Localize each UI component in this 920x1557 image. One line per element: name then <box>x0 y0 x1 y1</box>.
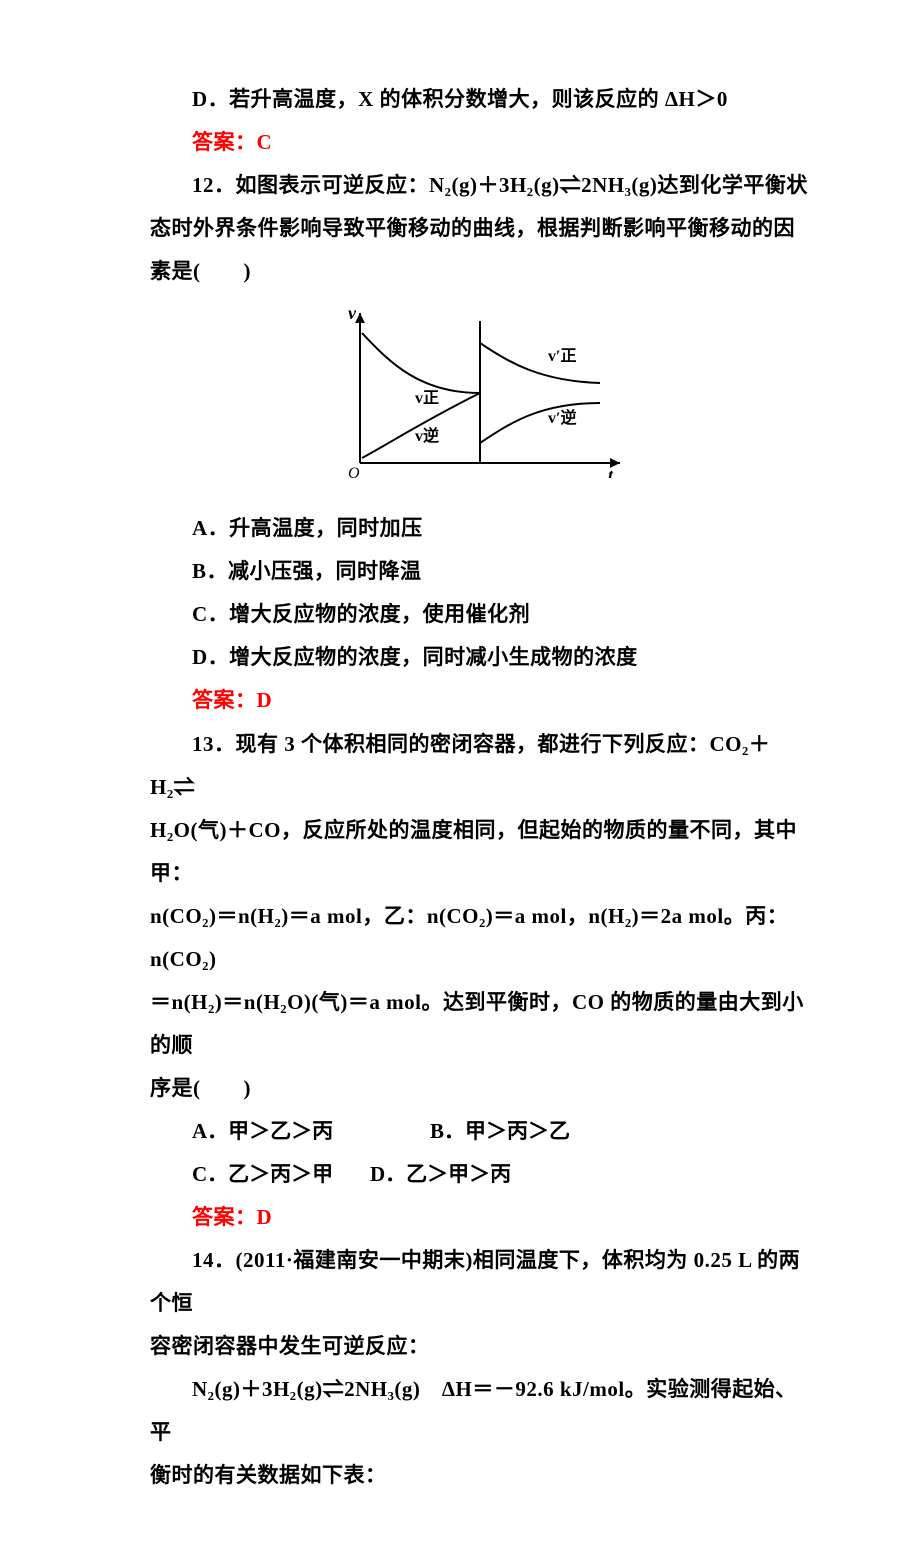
phase1-forward-curve <box>362 333 480 393</box>
y-axis-label: v <box>348 303 357 323</box>
q13-answer: 答案：D <box>150 1196 810 1239</box>
answer-label: 答案： <box>192 1205 257 1229</box>
q13-stem-l5: 序是( ) <box>150 1067 810 1110</box>
answer-value: D <box>257 688 273 712</box>
q11-answer: 答案：C <box>150 121 810 164</box>
phase1-forward-label: v正 <box>415 390 439 407</box>
q14-stem-l3: N₂(g)＋3H₂(g)⇌2NH₃(g) ΔH＝－92.6 kJ/mol。实验测… <box>150 1368 810 1454</box>
y-axis-arrow <box>355 313 365 323</box>
q12-option-b: B．减小压强，同时降温 <box>150 550 810 593</box>
answer-value: C <box>257 130 273 154</box>
q14-stem-l2: 容密闭容器中发生可逆反应： <box>150 1325 810 1368</box>
q13-stem-l3: n(CO₂)＝n(H₂)＝a mol，乙：n(CO₂)＝a mol，n(H₂)＝… <box>150 895 810 981</box>
answer-value: D <box>257 1205 273 1229</box>
q12-option-a: A．升高温度，同时加压 <box>150 507 810 550</box>
q11-option-d: D．若升高温度，X 的体积分数增大，则该反应的 ΔH＞0 <box>150 78 810 121</box>
phase1-reverse-label: v逆 <box>415 426 439 445</box>
q12-stem: 12．如图表示可逆反应：N₂(g)＋3H₂(g)⇌2NH₃(g)达到化学平衡状态… <box>150 164 810 293</box>
q13-option-b: B．甲＞丙＞乙 <box>430 1110 670 1153</box>
q12-option-d: D．增大反应物的浓度，同时减小生成物的浓度 <box>150 636 810 679</box>
q12-answer: 答案：D <box>150 679 810 722</box>
q13-stem-l4: ＝n(H₂)＝n(H₂O)(气)＝a mol。达到平衡时，CO 的物质的量由大到… <box>150 981 810 1067</box>
phase2-reverse-curve <box>480 403 600 443</box>
q13-options-row1: A．甲＞乙＞丙 B．甲＞丙＞乙 <box>150 1110 810 1153</box>
q13-option-c: C．乙＞丙＞甲 <box>150 1153 370 1196</box>
q12-option-c: C．增大反应物的浓度，使用催化剂 <box>150 593 810 636</box>
x-axis-label: t <box>608 465 614 478</box>
answer-label: 答案： <box>192 688 257 712</box>
q13-stem-l1: 13．现有 3 个体积相同的密闭容器，都进行下列反应：CO₂＋H₂⇌ <box>150 723 810 809</box>
rate-vs-time-diagram: v t O v正 v逆 v′正 v′逆 <box>330 303 630 478</box>
q14-stem-l1: 14．(2011·福建南安一中期末)相同温度下，体积均为 0.25 L 的两个恒 <box>150 1239 810 1325</box>
phase2-forward-label: v′正 <box>548 348 577 365</box>
phase2-forward-curve <box>480 343 600 383</box>
answer-label: 答案： <box>192 130 257 154</box>
q14-stem-l4: 衡时的有关数据如下表： <box>150 1454 810 1497</box>
q13-options-row2: C．乙＞丙＞甲 D．乙＞甲＞丙 <box>150 1153 810 1196</box>
phase2-reverse-label: v′逆 <box>548 408 577 427</box>
q13-option-a: A．甲＞乙＞丙 <box>150 1110 430 1153</box>
q13-stem-l2: H₂O(气)＋CO，反应所处的温度相同，但起始的物质的量不同，其中甲： <box>150 809 810 895</box>
origin-label: O <box>348 465 360 478</box>
q12-figure: v t O v正 v逆 v′正 v′逆 <box>150 303 810 493</box>
q13-option-d: D．乙＞甲＞丙 <box>370 1153 610 1196</box>
